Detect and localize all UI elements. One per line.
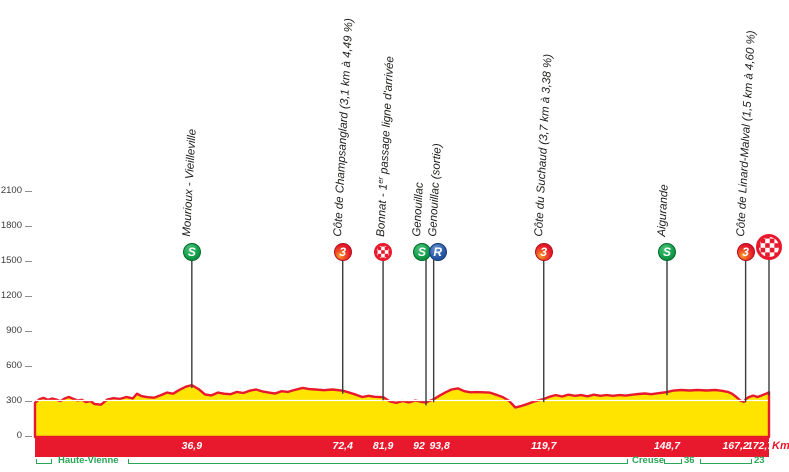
- department-label: 36: [684, 455, 695, 466]
- department-label: 23: [754, 455, 765, 466]
- department-bracket: [700, 459, 752, 464]
- marker-name-text: er: [375, 176, 386, 184]
- category-3-climb-icon: 3: [333, 243, 352, 261]
- y-axis-tick-mark: [25, 435, 32, 437]
- department-bracket: [664, 459, 682, 464]
- distance-label-genouillac-sortie: 93,8: [429, 440, 450, 452]
- department-bracket: [128, 459, 628, 464]
- department-label: Haute-Vienne: [58, 455, 119, 466]
- category-3-climb-icon: 3: [534, 243, 553, 261]
- feed-zone-icon: R: [428, 243, 447, 261]
- checkered-pattern: [756, 234, 782, 260]
- distance-label-genouillac: 92: [413, 440, 425, 452]
- y-axis-tick-label: 300: [6, 394, 22, 406]
- distance-label-bonnat: 81,9: [372, 440, 394, 452]
- distance-bar: 36,9 72,4 81,9 92 93,8 119,7 148,7 167,2 172,7: [35, 436, 773, 457]
- sprint-icon: S: [657, 243, 676, 261]
- y-axis-tick-mark: [25, 365, 32, 367]
- marker-name-label-aigurande: Aigurande: [656, 183, 671, 237]
- department-bracket: [36, 459, 52, 464]
- sprint-icon: S: [413, 243, 431, 261]
- sprint-icon: S: [182, 243, 201, 261]
- y-axis-tick-mark: [25, 400, 32, 402]
- y-axis-tick-label: 1200: [0, 289, 22, 301]
- y-axis-tick-mark: [25, 260, 32, 262]
- y-axis-tick-mark: [25, 190, 32, 192]
- distance-label-aigurande: 148,7: [653, 440, 681, 452]
- y-axis-tick-label: 1800: [0, 219, 22, 231]
- distance-label-linard-malval: 167,2: [722, 440, 749, 452]
- y-axis-tick-mark: [25, 225, 32, 227]
- distance-label-mourioux: 36,9: [181, 440, 203, 452]
- y-axis-tick-label: 900: [6, 324, 22, 336]
- distance-label-suchaud: 119,7: [530, 440, 557, 452]
- finish-line-pass-icon: [374, 243, 393, 261]
- y-axis-tick-label: 1500: [0, 254, 22, 266]
- distance-unit-label: Km: [772, 440, 789, 452]
- y-axis-tick-label: 2100: [0, 184, 22, 196]
- y-axis-tick-label: 600: [6, 359, 22, 371]
- y-axis-tick-mark: [25, 295, 32, 297]
- distance-label-arrivee: 172,7: [746, 440, 774, 452]
- y-axis-tick-label: 0: [16, 429, 22, 441]
- department-label: Creuse: [632, 455, 665, 466]
- elevation-area: [33, 383, 771, 439]
- distance-label-champsanglard: 72,4: [332, 440, 353, 452]
- checkered-pattern: [374, 243, 393, 261]
- marker-name-label-genouillac: Genouillac: [411, 182, 426, 237]
- category-3-climb-icon: 3: [736, 243, 755, 261]
- finish-icon: [756, 234, 782, 260]
- y-axis-tick-mark: [25, 330, 32, 332]
